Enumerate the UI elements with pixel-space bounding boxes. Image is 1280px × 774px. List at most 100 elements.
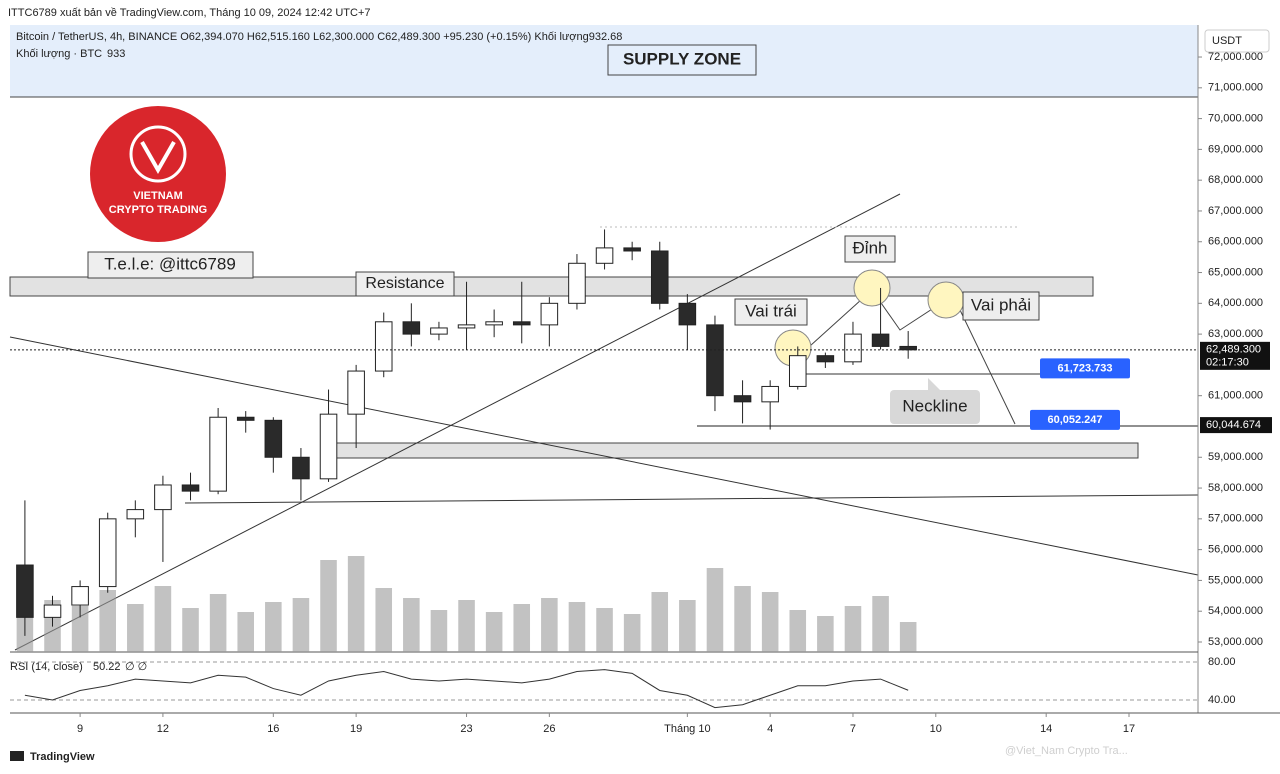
candle-body — [347, 370, 365, 415]
peak-label: Đỉnh — [853, 238, 888, 257]
volume-bar — [209, 594, 227, 652]
volume-bar — [679, 600, 696, 652]
volume-bar — [844, 606, 862, 652]
target-label: 61,723.733 — [1057, 362, 1112, 374]
y-tick-label: 55,000.000 — [1208, 574, 1263, 586]
supply-zone — [10, 25, 1198, 97]
callout-tip — [928, 378, 940, 390]
volume-bar — [182, 608, 199, 652]
y-tick-label: 72,000.000 — [1208, 51, 1263, 63]
volume-bar — [127, 604, 144, 652]
target-label: 60,052.247 — [1047, 414, 1102, 426]
x-tick-label: 7 — [850, 723, 856, 735]
candle-body — [871, 333, 890, 347]
x-tick-label: 9 — [77, 723, 83, 735]
falling-line — [9, 336, 1199, 576]
candle-body — [374, 321, 393, 372]
level-label: 60,044.674 — [1206, 419, 1261, 431]
peak-box — [844, 235, 896, 263]
volume-bar — [623, 614, 641, 652]
volume-bar — [899, 622, 917, 652]
y-tick-label: 54,000.000 — [1208, 605, 1263, 617]
candle-body — [485, 321, 503, 326]
right-shoulder-mark — [927, 281, 965, 319]
x-tick-label: 17 — [1123, 723, 1135, 735]
volume-bar — [430, 610, 448, 652]
neckline-label: Neckline — [902, 396, 967, 415]
peak-mark — [853, 269, 891, 307]
volume-legend-value: 933 — [107, 48, 125, 60]
rsi-name: RSI (14, close) — [10, 661, 83, 673]
right-shoulder-box — [962, 291, 1040, 321]
tele-label: T.e.l.e: @ittc6789 — [104, 254, 236, 273]
candle-body — [16, 564, 34, 618]
volume-bar — [706, 568, 724, 652]
y-tick-label: 57,000.000 — [1208, 513, 1263, 525]
y-tick-label: 58,000.000 — [1208, 482, 1263, 494]
volume-bar — [485, 612, 503, 652]
candle-body — [319, 413, 338, 480]
supply-label: SUPPLY ZONE — [623, 49, 741, 68]
candle-body — [236, 416, 255, 421]
candle-body — [154, 484, 172, 511]
volume-bar — [375, 588, 393, 652]
candle-body — [126, 509, 145, 520]
volume-bar — [541, 598, 558, 652]
rsi-tick-label: 80.00 — [1208, 656, 1236, 668]
candle-body — [540, 302, 559, 326]
x-tick-label: 4 — [767, 723, 773, 735]
volume-bar — [734, 586, 751, 652]
y-tick-label: 65,000.000 — [1208, 266, 1263, 278]
brand: TradingView — [30, 751, 95, 763]
candle-body — [402, 321, 421, 335]
candle-body — [623, 247, 641, 252]
volume-bar — [789, 610, 807, 652]
volume-bar — [817, 616, 834, 652]
candle-body — [43, 604, 62, 618]
rising-line — [14, 193, 901, 651]
logo-line1: VIETNAM — [133, 190, 183, 202]
x-tick-label: 19 — [350, 723, 362, 735]
rsi-line — [24, 669, 909, 709]
volume-bar — [761, 592, 779, 652]
x-tick-label: 14 — [1040, 723, 1052, 735]
volume-bar — [99, 590, 116, 652]
y-tick-label: 70,000.000 — [1208, 113, 1263, 125]
currency-box — [1204, 29, 1270, 53]
countdown: 02:17:30 — [1206, 357, 1249, 369]
watermark: @Viet_Nam Crypto Tra... — [1005, 745, 1128, 757]
volume-bar — [513, 604, 531, 652]
candle-body — [71, 586, 89, 606]
level-box — [1200, 417, 1272, 434]
candle-body — [706, 324, 724, 397]
target-box — [1040, 358, 1130, 379]
logo-v — [140, 141, 176, 175]
volume-bar — [265, 602, 282, 652]
x-tick-label: Tháng 10 — [664, 723, 710, 735]
volume-legend: Khối lượng · BTC — [16, 48, 102, 60]
x-tick-label: 26 — [543, 723, 555, 735]
rsi-current: 50.22 — [93, 661, 121, 673]
candle-body — [209, 416, 227, 492]
candle-body — [761, 385, 779, 403]
candle-body — [264, 419, 283, 458]
y-tick-label: 63,000.000 — [1208, 328, 1263, 340]
candle-body — [457, 324, 476, 329]
y-tick-label: 66,000.000 — [1208, 236, 1263, 248]
candle-body — [512, 321, 531, 326]
brand-icon — [10, 751, 24, 761]
y-tick-label: 56,000.000 — [1208, 544, 1263, 556]
publisher: ITTC6789 xuất bản về TradingView.com, Th… — [8, 7, 371, 19]
candle-body — [595, 247, 614, 264]
candle-body — [788, 355, 807, 387]
x-tick-label: 10 — [930, 723, 942, 735]
rsi-tick-label: 40.00 — [1208, 694, 1236, 706]
candle-body — [650, 250, 669, 304]
y-tick-label: 53,000.000 — [1208, 636, 1263, 648]
volume-bar — [568, 602, 586, 652]
target-box — [1030, 409, 1120, 430]
volume-bar — [651, 592, 669, 652]
candle-body — [678, 302, 697, 326]
currency: USDT — [1212, 35, 1242, 47]
